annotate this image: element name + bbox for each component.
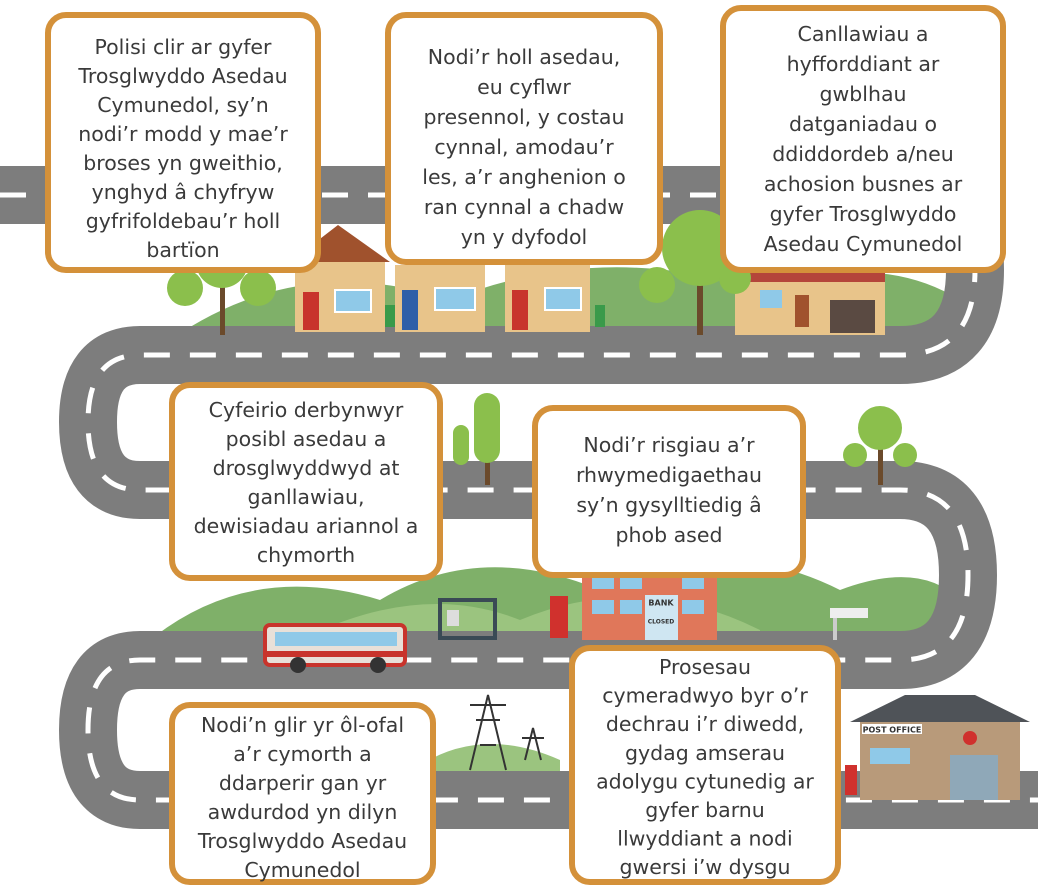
box-line: gwblhau	[819, 82, 906, 106]
box-line: Trosglwyddo Asedau	[197, 829, 407, 853]
box-line: phob ased	[616, 523, 723, 547]
bank-sign: BANK	[648, 599, 674, 608]
box-line: Nodi’r holl asedau,	[428, 45, 620, 69]
box-line: eu cyflwr	[477, 75, 571, 99]
text-box: Nodi’r holl asedau, eu cyflwr presennol, y…	[388, 15, 660, 262]
box-line: Nodi’r risgiau a’r	[583, 433, 755, 457]
box-line: datganiadau o	[789, 112, 937, 136]
box-line: gydag amserau	[625, 741, 785, 765]
box-line: ddiddordeb a/neu	[772, 142, 954, 166]
box-line: hyfforddiant ar	[787, 52, 940, 76]
text-box: Nodi’n glir yr ôl-ofal a’r cymorth a ddarp…	[172, 705, 433, 882]
box-line: gwersi i’w dysgu	[619, 855, 790, 879]
box-line: chymorth	[257, 543, 355, 567]
box-line: awdurdod yn dilyn	[208, 800, 398, 824]
box-line: sy’n gysylltiedig â	[576, 493, 761, 517]
box-line: yn y dyfodol	[461, 225, 587, 249]
box-line: ganllawiau,	[247, 485, 364, 509]
box-line: rhwymedigaethau	[576, 463, 762, 487]
box-line: les, a’r anghenion o	[422, 165, 626, 189]
text-box: Canllawiau a hyfforddiant ar gwblhau datgan…	[723, 8, 1003, 270]
box-line: cynnal, amodau’r	[434, 135, 614, 159]
box-line: drosglwyddwyd at	[213, 456, 400, 480]
infographic: BANK CLOSED POST OFFICE Polisi clir ar g…	[0, 0, 1038, 892]
box-line: a’r cymorth a	[233, 742, 371, 766]
box-line: presennol, y costau	[424, 105, 625, 129]
box-line: achosion busnes ar	[764, 172, 963, 196]
box-line: gyfer barnu	[645, 798, 765, 822]
box-line: gyfer Trosglwyddo	[770, 202, 957, 226]
post-office-sign: POST OFFICE	[863, 726, 922, 735]
box-line: ran cynnal a chadw	[424, 195, 624, 219]
box-line: Cymunedol, sy’n	[97, 93, 269, 117]
text-box: Cyfeirio derbynwyr posibl asedau a drosglw…	[172, 385, 440, 578]
box-line: llwyddiant a nodi	[617, 827, 792, 851]
box-line: dechrau i’r diwedd,	[606, 712, 804, 736]
box-line: nodi’r modd y mae’r	[78, 122, 288, 146]
text-box: Prosesau cymeradwyo byr o’r dechrau i’r di…	[572, 648, 838, 882]
box-line: gyfrifoldebau’r holl	[86, 209, 281, 233]
box-line: adolygu cytunedig ar	[596, 769, 814, 793]
box-line: cymeradwyo byr o’r	[602, 684, 808, 708]
closed-sign: CLOSED	[648, 619, 675, 626]
post-office: POST OFFICE	[845, 695, 1030, 800]
box-line: Polisi clir ar gyfer	[95, 35, 273, 59]
bus	[265, 625, 405, 673]
box-line: Asedau Cymunedol	[764, 232, 963, 256]
box-line: ynghyd â chyfryw	[92, 180, 275, 204]
box-line: dewisiadau ariannol a	[194, 514, 419, 538]
box-line: Canllawiau a	[798, 22, 929, 46]
box-frame	[723, 8, 1003, 270]
box-line: ddarperir gan yr	[219, 771, 387, 795]
box-line: posibl asedau a	[226, 427, 387, 451]
text-box: Nodi’r risgiau a’r rhwymedigaethau sy’n gy…	[535, 408, 803, 575]
text-box: Polisi clir ar gyfer Trosglwyddo Asedau Cy…	[48, 15, 318, 270]
box-line: bartïon	[146, 238, 219, 262]
box-line: Prosesau	[659, 655, 751, 679]
box-line: Cymunedol	[244, 858, 360, 882]
box-line: Trosglwyddo Asedau	[77, 64, 287, 88]
box-line: Nodi’n glir yr ôl-ofal	[201, 713, 404, 737]
box-line: Cyfeirio derbynwyr	[209, 398, 404, 422]
box-line: broses yn gweithio,	[83, 151, 283, 175]
